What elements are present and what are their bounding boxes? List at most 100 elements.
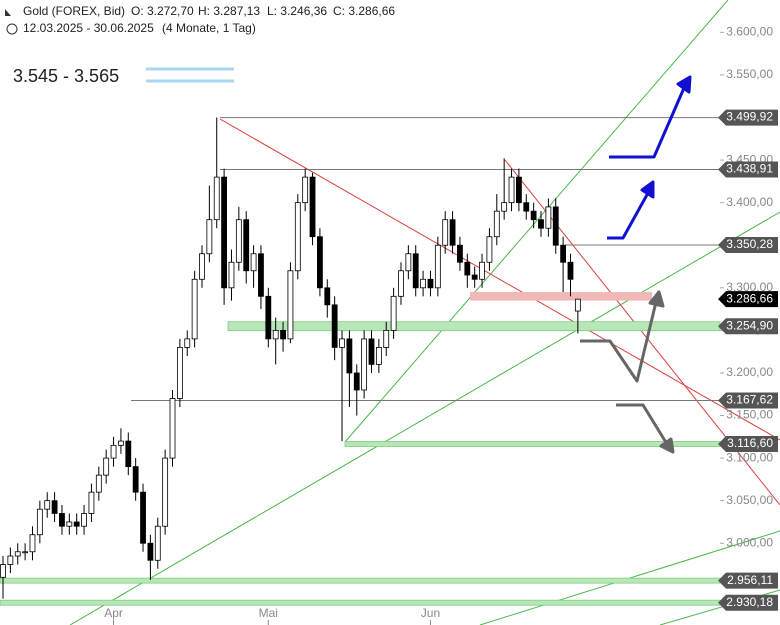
candle-body xyxy=(147,542,154,561)
candle-body xyxy=(22,551,29,554)
candle-body xyxy=(434,244,441,289)
candle-body xyxy=(250,253,257,272)
y-tick-label: 3.200,00 xyxy=(726,365,773,379)
support-zone xyxy=(0,599,721,606)
resistance-zone xyxy=(470,292,652,301)
candle-body xyxy=(339,338,345,348)
candle-body xyxy=(199,253,205,280)
candle-body xyxy=(265,295,272,340)
price-tag xyxy=(718,572,778,589)
candle-body xyxy=(44,500,51,510)
title: Gold (FOREX, Bid) xyxy=(23,4,125,18)
candle-body xyxy=(471,274,478,280)
price-tag-label: 3.350,28 xyxy=(726,237,773,251)
arrow-head xyxy=(648,290,665,308)
ohlc: L: 3.246,36 xyxy=(267,4,327,18)
candle-body xyxy=(383,329,390,348)
candle-body xyxy=(412,253,419,289)
y-tick-label: 3.400,00 xyxy=(726,195,773,209)
candle-body xyxy=(449,219,456,246)
y-tick-label: 3.150,00 xyxy=(726,408,773,422)
candle-body xyxy=(110,444,117,459)
price-tag xyxy=(718,161,778,178)
x-tick-label: Jun xyxy=(421,606,440,620)
icon xyxy=(6,23,18,35)
price-tag-label: 3.254,90 xyxy=(726,318,773,332)
candle-body xyxy=(95,474,102,493)
candle-body xyxy=(81,513,87,527)
candle-body xyxy=(324,287,331,306)
levels xyxy=(0,117,721,606)
candle-body xyxy=(243,219,250,272)
candles xyxy=(0,117,581,599)
candle-body xyxy=(464,261,471,276)
candle-body xyxy=(523,202,530,212)
candle-body xyxy=(317,236,323,289)
candle-body xyxy=(169,398,176,459)
x-tick-label: Apr xyxy=(104,606,123,620)
candle-body xyxy=(574,298,581,312)
arrow xyxy=(580,301,658,383)
candle-body xyxy=(88,491,95,514)
trend-line xyxy=(219,118,780,441)
candle-body xyxy=(479,261,485,280)
price-tags: 3.499,92 3.438,91 3.350,28 3.286,66 3.254,90… xyxy=(718,109,778,611)
candle-body xyxy=(125,440,132,468)
candle-body xyxy=(501,202,508,212)
trend-line xyxy=(344,0,729,443)
price-tag-label: 3.286,66 xyxy=(726,291,773,305)
arrow-head xyxy=(659,437,675,454)
candle-body xyxy=(59,513,65,527)
y-tick-label: 3.000,00 xyxy=(726,535,773,549)
candle-body xyxy=(427,278,434,289)
candle-body xyxy=(405,253,412,272)
candle-body xyxy=(368,338,375,365)
subtitle: 12.03.2025 - 30.06.2025 xyxy=(23,21,154,35)
candle-body xyxy=(7,555,14,565)
candle-body xyxy=(213,176,220,221)
candle-body xyxy=(66,521,73,527)
y-tick-label: 3.300,00 xyxy=(726,280,773,294)
y-tick-label: 3.600,00 xyxy=(726,25,773,39)
support-zone xyxy=(0,577,721,584)
candle-body xyxy=(29,534,36,553)
y-tick-label: 3.050,00 xyxy=(726,493,773,507)
candle-body xyxy=(235,219,242,263)
candle-body xyxy=(51,500,58,514)
ohlc: C: 3.286,66 xyxy=(333,4,395,18)
candle-body xyxy=(73,521,80,527)
arrow-head xyxy=(676,75,692,94)
candle-body xyxy=(545,206,552,229)
ohlc: O: 3.272,70 xyxy=(131,4,194,18)
price-tag xyxy=(718,291,778,308)
price-tag xyxy=(718,392,778,409)
price-tag-label: 2.956,11 xyxy=(727,573,773,587)
trend-lines xyxy=(69,0,780,625)
y-tick-label: 3.550,00 xyxy=(726,67,773,81)
candle-body xyxy=(154,525,161,561)
price-tag-label: 3.167,62 xyxy=(726,393,773,407)
price-tag xyxy=(718,109,778,126)
candle-body xyxy=(280,329,286,340)
candle-body xyxy=(184,338,191,348)
candle-body xyxy=(287,270,294,340)
candle-body xyxy=(191,278,198,340)
candle-body xyxy=(538,219,544,229)
y-tick-label: 3.100,00 xyxy=(726,450,773,464)
candle-body xyxy=(14,551,21,557)
candle-body xyxy=(530,210,537,221)
candle-body xyxy=(567,261,574,280)
candle-body xyxy=(331,304,338,348)
candle-body xyxy=(420,278,426,289)
candle-body xyxy=(258,253,264,297)
candle-body xyxy=(457,244,463,263)
candle-body xyxy=(302,176,309,204)
support-zone xyxy=(227,321,721,332)
candle-body xyxy=(132,466,139,493)
price-tag-label: 3.499,92 xyxy=(726,110,773,124)
candle-body xyxy=(346,338,353,374)
price-tag xyxy=(718,594,778,611)
annotation: 3.545 - 3.565 xyxy=(13,66,119,86)
candle-body xyxy=(206,219,213,255)
